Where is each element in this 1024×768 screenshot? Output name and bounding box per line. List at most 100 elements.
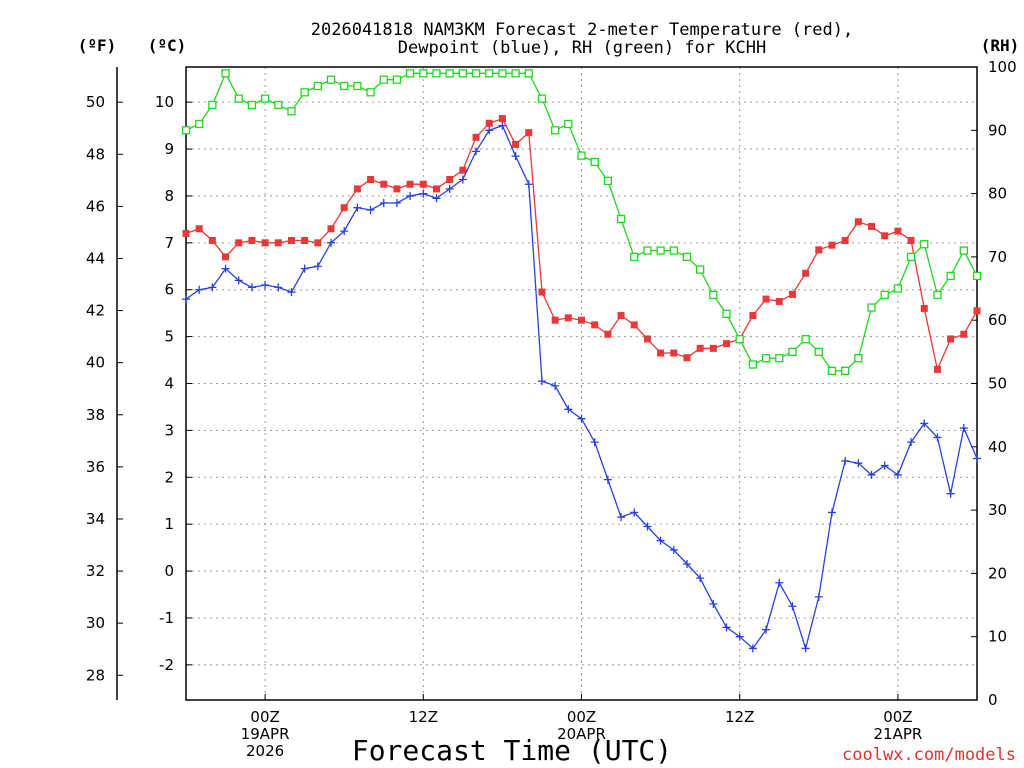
fahrenheit-tick-label: 48 xyxy=(86,145,105,163)
temperature-point xyxy=(485,119,493,127)
rh-point xyxy=(867,303,876,312)
celsius-tick-label: 4 xyxy=(164,375,174,393)
rh-point xyxy=(893,284,903,293)
rh-tick-label: 90 xyxy=(988,121,1007,139)
time-tick-label: 00Z xyxy=(567,708,596,726)
rh-point xyxy=(300,88,309,97)
rh-point xyxy=(419,69,428,78)
celsius-tick-label: 3 xyxy=(164,421,174,439)
fahrenheit-tick-label: 42 xyxy=(86,302,105,320)
rh-point xyxy=(392,75,402,84)
rh-point xyxy=(485,69,494,78)
temperature-point xyxy=(182,229,190,237)
temperature-point xyxy=(973,307,981,315)
rh-tick-label: 100 xyxy=(988,58,1017,76)
temperature-point xyxy=(538,288,546,296)
rh-point xyxy=(181,126,191,135)
temperature-point xyxy=(393,185,401,193)
dewpoint-point xyxy=(524,180,533,189)
dewpoint-point xyxy=(814,592,823,601)
dewpoint-point xyxy=(907,438,916,447)
dewpoint-point xyxy=(221,264,230,273)
temperature-point xyxy=(235,239,243,247)
rh-point xyxy=(748,360,758,369)
temperature-point xyxy=(222,253,230,261)
temperature-point xyxy=(788,290,796,298)
rh-point xyxy=(669,246,678,255)
rh-point xyxy=(722,309,731,319)
rh-tick-label: 10 xyxy=(988,628,1007,646)
rh-point xyxy=(195,119,204,129)
dewpoint-point xyxy=(261,281,270,290)
temperature-point xyxy=(617,312,625,320)
dewpoint-point xyxy=(788,602,797,611)
rh-point xyxy=(946,271,955,281)
dewpoint-point xyxy=(722,623,731,632)
dewpoint-point xyxy=(630,508,639,517)
temperature-point xyxy=(815,246,823,254)
temperature-point xyxy=(261,239,269,247)
temperature-point xyxy=(630,321,638,329)
dewpoint-point xyxy=(274,283,283,292)
celsius-tick-label: -1 xyxy=(159,609,174,627)
series-dewpoint xyxy=(182,121,981,653)
celsius-tick-label: 1 xyxy=(164,515,174,533)
temperature-point xyxy=(367,176,375,184)
celsius-tick-label: 10 xyxy=(155,93,174,111)
temperature-point xyxy=(657,349,665,357)
rh-point xyxy=(972,271,982,281)
dewpoint-point xyxy=(893,470,902,479)
rh-tick-label: 80 xyxy=(988,185,1007,203)
dewpoint-point xyxy=(920,419,929,428)
temperature-point xyxy=(459,166,467,174)
dewpoint-point xyxy=(577,414,586,423)
rh-point xyxy=(814,347,823,357)
rh-point xyxy=(616,214,626,224)
dewpoint-point xyxy=(432,194,441,203)
temperature-point xyxy=(775,297,783,305)
dewpoint-point xyxy=(195,285,204,294)
rh-point xyxy=(313,81,322,91)
dewpoint-point xyxy=(867,470,876,479)
celsius-tick-label: 5 xyxy=(164,328,174,346)
temperature-point xyxy=(432,185,440,193)
celsius-tick-label: -2 xyxy=(159,656,174,674)
dewpoint-point xyxy=(327,238,336,247)
temperature-point xyxy=(208,236,216,244)
temperature-point xyxy=(564,314,572,322)
dewpoint-point xyxy=(933,433,942,442)
fahrenheit-tick-label: 32 xyxy=(86,562,105,580)
temperature-point xyxy=(512,140,520,148)
rh-point xyxy=(841,366,850,375)
chart-title-line-2: Dewpoint (blue), RH (green) for KCHH xyxy=(398,38,766,58)
rh-point xyxy=(326,75,336,84)
temperature-point xyxy=(907,236,915,244)
celsius-tick-label: 6 xyxy=(164,281,174,299)
rh-point xyxy=(603,176,613,186)
dewpoint-point xyxy=(445,184,454,193)
dewpoint-point xyxy=(946,489,955,498)
temperature-point xyxy=(960,330,968,338)
dewpoint-point xyxy=(392,198,401,207)
time-tick-label: 21APR xyxy=(873,725,922,743)
rh-axis-unit: (RH) xyxy=(981,36,1020,55)
dewpoint-point xyxy=(419,189,428,198)
temperature-point xyxy=(947,335,955,343)
dewpoint-point xyxy=(682,560,691,569)
temperature-point xyxy=(828,241,836,249)
temperature-point xyxy=(868,222,876,230)
dewpoint-point xyxy=(379,198,388,207)
dewpoint-point xyxy=(669,545,678,554)
rh-point xyxy=(537,94,547,103)
dewpoint-point xyxy=(656,536,665,545)
celsius-tick-label: 7 xyxy=(164,234,174,252)
rh-point xyxy=(379,75,388,84)
dewpoint-point xyxy=(564,405,573,414)
tick-labels: 283032343638404244464850-2-1012345678910… xyxy=(86,58,1017,760)
rh-tick-label: 50 xyxy=(988,375,1007,393)
temperature-point xyxy=(709,344,717,352)
time-tick-label: 00Z xyxy=(250,708,279,726)
rh-point xyxy=(827,366,837,375)
dewpoint-line xyxy=(185,124,978,651)
